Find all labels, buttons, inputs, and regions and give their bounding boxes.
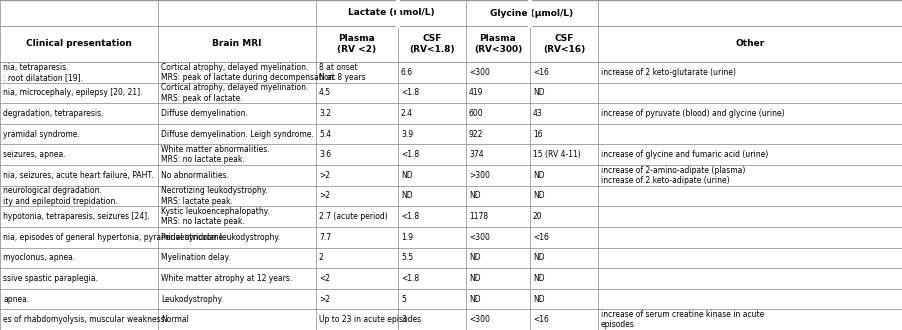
Text: White matter abnormalities.
MRS: no lactate peak.: White matter abnormalities. MRS: no lact… [161,145,270,164]
Text: nia, seizures, acute heart failure, PAHT.: nia, seizures, acute heart failure, PAHT… [3,171,153,180]
Text: <1.8: <1.8 [400,88,419,97]
Text: nia, episodes of general hypertonia, pyramidal syndrome.: nia, episodes of general hypertonia, pyr… [3,233,226,242]
Text: Cortical atrophy, delayed myelination.
MRS: peak of lactate.: Cortical atrophy, delayed myelination. M… [161,83,308,103]
Text: seizures, apnea.: seizures, apnea. [3,150,66,159]
Text: CSF
(RV<16): CSF (RV<16) [542,34,584,54]
Text: ND: ND [468,191,480,201]
Text: <300: <300 [468,68,489,77]
Text: Brain MRI: Brain MRI [212,40,262,49]
Text: Diffuse demyelination. Leigh syndrome.: Diffuse demyelination. Leigh syndrome. [161,130,313,139]
Text: ND: ND [400,171,412,180]
Text: White matter atrophy at 12 years.: White matter atrophy at 12 years. [161,274,292,283]
Text: 8 at onset
N at 8 years: 8 at onset N at 8 years [318,63,365,82]
Text: >2: >2 [318,191,329,201]
Text: ND: ND [468,295,480,304]
Text: 3: 3 [400,315,405,324]
Text: increase of pyruvate (blood) and glycine (urine): increase of pyruvate (blood) and glycine… [601,109,784,118]
Text: Kystic leukoencephalopathy.
MRS: no lactate peak.: Kystic leukoencephalopathy. MRS: no lact… [161,207,269,226]
Text: yramidal syndrome.: yramidal syndrome. [3,130,79,139]
Text: Leukodystrophy.: Leukodystrophy. [161,295,223,304]
Text: 7.7: 7.7 [318,233,331,242]
Text: 1.9: 1.9 [400,233,412,242]
Text: 4.5: 4.5 [318,88,331,97]
Text: 3.6: 3.6 [318,150,331,159]
Text: nia, microcephaly, epilepsy [20, 21].: nia, microcephaly, epilepsy [20, 21]. [3,88,143,97]
Text: 2.7 (acute period): 2.7 (acute period) [318,212,387,221]
Text: <1.8: <1.8 [400,150,419,159]
Text: 20: 20 [532,212,542,221]
Text: 2: 2 [318,253,324,262]
Text: Lactate (mmol/L): Lactate (mmol/L) [347,9,434,17]
Text: 3.2: 3.2 [318,109,331,118]
Text: 6.6: 6.6 [400,68,413,77]
Text: <2: <2 [318,274,329,283]
Text: ND: ND [468,274,480,283]
Text: <300: <300 [468,315,489,324]
Text: nia, tetraparesis.
: root dilatation [19].: nia, tetraparesis. : root dilatation [19… [3,63,83,82]
Text: <300: <300 [468,233,489,242]
Text: ND: ND [400,191,412,201]
Text: >2: >2 [318,171,329,180]
Text: 419: 419 [468,88,483,97]
Text: 374: 374 [468,150,483,159]
Text: ND: ND [532,253,544,262]
Text: ND: ND [468,253,480,262]
Text: Up to 23 in acute episodes: Up to 23 in acute episodes [318,315,420,324]
Text: Clinical presentation: Clinical presentation [26,40,132,49]
Text: 600: 600 [468,109,483,118]
Text: Plasma
(RV<300): Plasma (RV<300) [474,34,521,54]
Text: Normal: Normal [161,315,189,324]
Text: hypotonia, tetraparesis, seizures [24].: hypotonia, tetraparesis, seizures [24]. [3,212,150,221]
Text: 5.5: 5.5 [400,253,413,262]
Text: <1.8: <1.8 [400,274,419,283]
Text: ND: ND [532,88,544,97]
Text: Diffuse demyelination.: Diffuse demyelination. [161,109,248,118]
Text: <1.8: <1.8 [400,212,419,221]
Text: 5.4: 5.4 [318,130,331,139]
Text: myoclonus, apnea.: myoclonus, apnea. [3,253,75,262]
Text: Necrotizing leukodystrophy.
MRS: lactate peak.: Necrotizing leukodystrophy. MRS: lactate… [161,186,267,206]
Text: Other: Other [735,40,764,49]
Text: Plasma
(RV <2): Plasma (RV <2) [337,34,376,54]
Text: Periventricular leukodystrophy.: Periventricular leukodystrophy. [161,233,280,242]
Text: 5: 5 [400,295,405,304]
Text: neurological degradation.
ity and epileptoid trepidation.: neurological degradation. ity and epilep… [3,186,117,206]
Text: es of rhabdomyolysis, muscular weakness.: es of rhabdomyolysis, muscular weakness. [3,315,167,324]
Text: 3.9: 3.9 [400,130,413,139]
Text: Cortical atrophy, delayed myelination.
MRS: peak of lactate during decompensatio: Cortical atrophy, delayed myelination. M… [161,63,336,82]
Text: >300: >300 [468,171,489,180]
Text: >2: >2 [318,295,329,304]
Text: 922: 922 [468,130,483,139]
Text: increase of 2 keto-glutarate (urine): increase of 2 keto-glutarate (urine) [601,68,735,77]
Text: ssive spastic paraplegia.: ssive spastic paraplegia. [3,274,97,283]
Text: 16: 16 [532,130,542,139]
Text: <16: <16 [532,233,548,242]
Text: degradation, tetraparesis.: degradation, tetraparesis. [3,109,104,118]
Text: 2.4: 2.4 [400,109,412,118]
Text: increase of 2-amino-adipate (plasma)
increase of 2 keto-adipate (urine): increase of 2-amino-adipate (plasma) inc… [601,166,744,185]
Text: ND: ND [532,274,544,283]
Text: No abnormalities.: No abnormalities. [161,171,229,180]
Text: Glycine (μmol/L): Glycine (μmol/L) [490,9,573,17]
Text: 15 (RV 4-11): 15 (RV 4-11) [532,150,580,159]
Text: apnea.: apnea. [3,295,29,304]
Text: ND: ND [532,171,544,180]
Text: Myelination delay.: Myelination delay. [161,253,230,262]
Text: increase of serum creatine kinase in acute
episodes: increase of serum creatine kinase in acu… [601,310,763,329]
Text: CSF
(RV<1.8): CSF (RV<1.8) [409,34,455,54]
Text: increase of glycine and fumaric acid (urine): increase of glycine and fumaric acid (ur… [601,150,768,159]
Text: <16: <16 [532,315,548,324]
Text: <16: <16 [532,68,548,77]
Text: ND: ND [532,295,544,304]
Text: 43: 43 [532,109,542,118]
Text: 1178: 1178 [468,212,488,221]
Text: ND: ND [532,191,544,201]
